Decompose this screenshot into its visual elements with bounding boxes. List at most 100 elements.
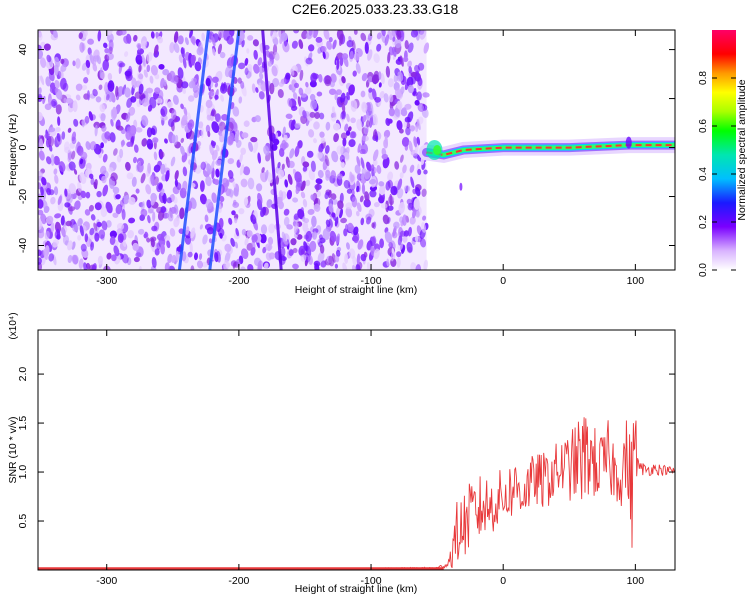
noise-speckle: [407, 42, 414, 53]
noise-speckle: [85, 59, 91, 68]
noise-speckle: [205, 198, 213, 210]
noise-speckle: [387, 51, 391, 64]
noise-speckle: [336, 233, 340, 245]
noise-speckle: [188, 159, 192, 165]
noise-speckle: [293, 82, 300, 89]
x-tick-label: 0: [500, 575, 506, 587]
noise-speckle: [246, 242, 253, 251]
colorbar-axes: 0.0 0.2 0.4 0.6 0.8: [698, 71, 736, 277]
noise-speckle: [288, 249, 294, 256]
colorbar-tick-label: 0.8: [698, 71, 709, 85]
noise-speckle: [160, 106, 168, 117]
noise-speckle: [373, 235, 377, 244]
noise-speckle: [345, 202, 353, 210]
noise-speckle: [136, 161, 144, 173]
noise-speckle: [259, 72, 264, 80]
noise-speckle: [193, 90, 199, 99]
noise-speckle: [402, 235, 408, 243]
noise-speckle: [380, 72, 385, 85]
noise-speckle: [201, 32, 206, 41]
noise-speckle: [166, 210, 174, 222]
noise-speckle: [52, 241, 58, 248]
noise-speckle: [376, 32, 382, 40]
noise-speckle: [328, 37, 333, 43]
noise-speckle: [407, 111, 414, 123]
noise-speckle: [360, 173, 365, 180]
noise-speckle: [135, 127, 143, 133]
noise-speckle: [228, 217, 233, 225]
noise-speckle: [290, 238, 297, 246]
noise-speckle: [131, 176, 137, 187]
noise-speckle: [383, 93, 389, 103]
noise-speckle: [38, 32, 43, 41]
spectrogram-y-axis-label: Frequency (Hz): [7, 114, 19, 186]
noise-speckle: [336, 145, 344, 155]
noise-speckle: [38, 87, 42, 96]
noise-speckle: [408, 66, 413, 74]
noise-speckle: [129, 125, 137, 137]
noise-speckle: [115, 204, 123, 215]
noise-speckle: [330, 193, 337, 200]
noise-speckle: [405, 127, 411, 136]
noise-speckle: [173, 217, 180, 228]
noise-speckle: [250, 136, 258, 143]
noise-speckle: [315, 36, 323, 43]
noise-speckle: [329, 81, 336, 88]
snr-frame: [37, 329, 676, 571]
noise-speckle: [208, 91, 215, 97]
noise-speckle: [370, 164, 375, 172]
noise-speckle: [293, 30, 299, 34]
noise-speckle: [182, 166, 188, 177]
snr-x-axis-label: Height of straight line (km): [295, 583, 418, 595]
noise-speckle: [173, 31, 179, 43]
noise-speckle: [79, 224, 84, 237]
noise-speckle: [409, 164, 415, 173]
noise-speckle: [91, 263, 97, 270]
x-tick-label: -200: [228, 575, 249, 587]
noise-speckle: [219, 232, 223, 239]
noise-speckle: [235, 259, 241, 267]
noise-speckle: [105, 201, 113, 214]
noise-speckle: [292, 247, 298, 254]
noise-speckle: [97, 30, 102, 42]
noise-speckle: [384, 231, 393, 244]
noise-speckle: [331, 198, 338, 205]
signal-spike: [625, 136, 632, 149]
noise-speckle: [407, 60, 412, 68]
noise-speckle: [132, 242, 140, 251]
noise-speckle: [292, 263, 299, 270]
noise-speckle: [407, 226, 412, 237]
noise-speckle: [200, 126, 204, 139]
noise-speckle: [75, 83, 83, 91]
noise-speckle: [124, 51, 129, 57]
noise-speckle: [253, 141, 259, 154]
noise-speckle: [352, 264, 357, 270]
noise-speckle: [252, 39, 259, 47]
noise-speckle: [214, 82, 219, 88]
page-title: C2E6.2025.033.23.33.G18: [291, 1, 459, 17]
noise-speckle: [404, 81, 409, 91]
noise-speckle: [67, 254, 73, 264]
noise-speckle: [126, 172, 134, 180]
noise-speckle: [146, 199, 152, 209]
noise-speckle: [317, 169, 324, 179]
noise-speckle: [80, 190, 87, 199]
noise-speckle: [173, 42, 180, 54]
noise-speckle: [79, 172, 87, 184]
noise-speckle: [417, 62, 425, 71]
noise-speckle: [305, 81, 309, 88]
noise-speckle: [244, 237, 249, 246]
noise-speckle: [396, 100, 403, 110]
noise-speckle: [339, 56, 344, 67]
noise-speckle: [258, 91, 265, 100]
noise-speckle: [89, 227, 95, 236]
noise-speckle: [93, 181, 98, 190]
noise-speckle: [141, 138, 148, 147]
noise-speckle: [416, 136, 421, 146]
noise-speckle: [392, 36, 396, 42]
noise-speckle: [46, 187, 52, 196]
y-tick-label: 1.0: [17, 465, 29, 480]
noise-speckle: [105, 94, 110, 101]
noise-speckle: [158, 63, 165, 70]
noise-speckle: [160, 163, 166, 175]
